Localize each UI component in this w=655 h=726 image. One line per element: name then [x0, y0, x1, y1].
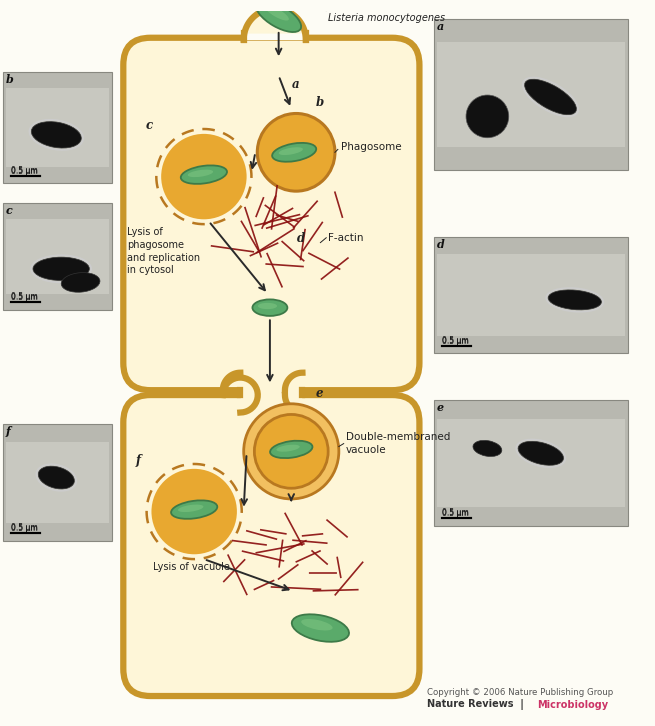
Text: b: b — [316, 96, 324, 109]
Circle shape — [151, 469, 237, 554]
Text: 0.5 μm: 0.5 μm — [10, 166, 37, 175]
Ellipse shape — [256, 1, 301, 32]
Text: f: f — [136, 454, 141, 467]
Ellipse shape — [38, 466, 75, 489]
Circle shape — [244, 404, 339, 499]
Text: c: c — [145, 119, 153, 132]
Text: Phagosome: Phagosome — [341, 142, 402, 152]
Text: 0.5 μm: 0.5 μm — [10, 523, 37, 532]
FancyBboxPatch shape — [3, 424, 111, 541]
FancyBboxPatch shape — [3, 72, 111, 184]
Text: Nature Reviews  |: Nature Reviews | — [427, 698, 531, 709]
Ellipse shape — [265, 5, 289, 20]
FancyBboxPatch shape — [437, 42, 626, 147]
Text: b: b — [6, 73, 14, 85]
FancyBboxPatch shape — [434, 400, 628, 526]
Text: e: e — [316, 387, 323, 400]
Ellipse shape — [33, 257, 89, 280]
Text: 0.5 μm: 0.5 μm — [441, 337, 468, 346]
Text: c: c — [6, 205, 12, 216]
FancyBboxPatch shape — [434, 20, 628, 170]
FancyBboxPatch shape — [123, 38, 419, 390]
Text: 0.5 μm: 0.5 μm — [10, 293, 37, 302]
Ellipse shape — [188, 170, 213, 177]
Polygon shape — [241, 391, 301, 399]
Circle shape — [161, 134, 247, 219]
Ellipse shape — [278, 147, 303, 155]
Ellipse shape — [276, 445, 300, 452]
Text: Copyright © 2006 Nature Publishing Group: Copyright © 2006 Nature Publishing Group — [427, 688, 614, 697]
Text: 0.5 μm: 0.5 μm — [441, 510, 468, 518]
Text: Lysis of vacuole: Lysis of vacuole — [153, 562, 231, 572]
FancyBboxPatch shape — [3, 203, 111, 309]
Ellipse shape — [61, 272, 100, 293]
Ellipse shape — [252, 299, 288, 316]
Ellipse shape — [473, 441, 502, 457]
Text: d: d — [437, 239, 445, 250]
Text: 0.5 μm: 0.5 μm — [10, 292, 37, 301]
Ellipse shape — [525, 79, 576, 115]
FancyBboxPatch shape — [434, 237, 628, 354]
Text: e: e — [437, 401, 444, 413]
Text: Double-membraned
vacuole: Double-membraned vacuole — [346, 433, 450, 454]
Text: a: a — [437, 21, 444, 32]
Ellipse shape — [518, 441, 563, 465]
Circle shape — [466, 95, 509, 138]
Ellipse shape — [291, 614, 349, 642]
Polygon shape — [244, 9, 306, 40]
FancyBboxPatch shape — [6, 89, 109, 167]
Ellipse shape — [272, 143, 316, 162]
Text: d: d — [297, 232, 305, 245]
Text: f: f — [6, 426, 10, 437]
Text: Listeria monocytogenes: Listeria monocytogenes — [328, 12, 445, 23]
Text: 0.5 μm: 0.5 μm — [10, 167, 37, 176]
Ellipse shape — [178, 505, 204, 512]
Text: 0.5 μm: 0.5 μm — [441, 335, 468, 345]
Circle shape — [257, 113, 335, 191]
Polygon shape — [244, 388, 299, 397]
Ellipse shape — [31, 122, 81, 148]
Polygon shape — [244, 30, 306, 38]
FancyBboxPatch shape — [6, 441, 109, 523]
Text: 0.5 μm: 0.5 μm — [441, 508, 468, 518]
Polygon shape — [241, 386, 301, 394]
Ellipse shape — [548, 290, 601, 310]
Ellipse shape — [301, 619, 333, 630]
Ellipse shape — [171, 500, 217, 519]
Text: F-actin: F-actin — [328, 233, 364, 242]
FancyBboxPatch shape — [123, 395, 419, 696]
FancyBboxPatch shape — [437, 419, 626, 507]
Text: a: a — [292, 78, 300, 91]
Ellipse shape — [258, 303, 277, 309]
FancyBboxPatch shape — [437, 254, 626, 336]
Ellipse shape — [270, 441, 312, 458]
Text: Microbiology: Microbiology — [537, 700, 608, 709]
Text: Lysis of
phagosome
and replication
in cytosol: Lysis of phagosome and replication in cy… — [127, 227, 200, 275]
Ellipse shape — [181, 166, 227, 184]
Circle shape — [254, 415, 328, 489]
Text: 0.5 μm: 0.5 μm — [10, 524, 37, 533]
FancyBboxPatch shape — [6, 219, 109, 293]
